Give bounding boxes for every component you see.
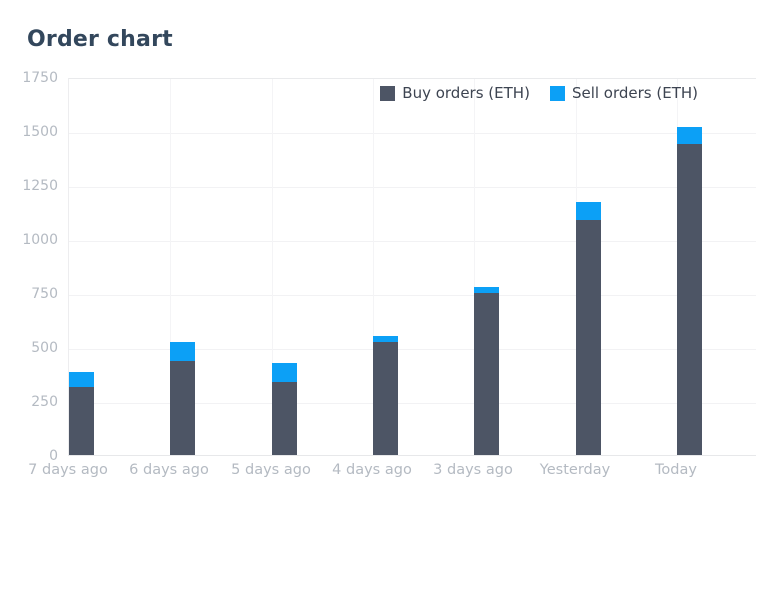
buy-orders-segment [272,382,297,455]
y-tick-label: 1750 [22,70,58,86]
bar-6-days-ago [170,342,195,455]
chart-title: Order chart [27,27,173,52]
h-gridline [69,403,756,404]
legend-swatch-icon [549,85,565,101]
bar-4-days-ago [373,336,398,455]
x-tick-label: 5 days ago [231,462,311,478]
legend: Buy orders (ETH) Sell orders (ETH) [380,84,698,102]
x-tick-label: Yesterday [539,462,611,478]
y-tick-label: 750 [31,286,58,302]
x-tick-label: 7 days ago [28,462,108,478]
h-gridline [69,295,756,296]
sell-orders-segment [677,127,702,144]
h-gridline [69,187,756,188]
y-tick-label: 1250 [22,178,58,194]
buy-orders-segment [576,220,601,455]
bar-3-days-ago [474,287,499,455]
v-gridline [373,79,374,455]
sell-orders-segment [474,287,499,293]
x-tick-label: 3 days ago [433,462,513,478]
sell-orders-segment [272,363,297,382]
plot-area [68,78,756,456]
h-gridline [69,241,756,242]
buy-orders-segment [677,144,702,455]
h-gridline [69,133,756,134]
legend-label: Buy orders (ETH) [402,84,530,102]
sell-orders-segment [170,342,195,361]
v-gridline [170,79,171,455]
buy-orders-segment [373,342,398,455]
v-gridline [272,79,273,455]
bar-5-days-ago [272,363,297,455]
legend-label: Sell orders (ETH) [571,84,698,102]
x-tick-label: 4 days ago [332,462,412,478]
sell-orders-segment [576,202,601,220]
sell-orders-segment [373,336,398,342]
legend-swatch-icon [380,85,396,101]
v-gridline [474,79,475,455]
bar-today [677,127,702,455]
x-tick-label: 6 days ago [129,462,209,478]
legend-item-sell-orders-eth[interactable]: Sell orders (ETH) [549,84,698,102]
legend-item-buy-orders-eth[interactable]: Buy orders (ETH) [380,84,530,102]
buy-orders-segment [170,361,195,455]
h-gridline [69,349,756,350]
y-tick-label: 1000 [22,232,58,248]
bar-yesterday [576,202,601,455]
bar-7-days-ago [69,372,94,455]
sell-orders-segment [69,372,94,387]
y-tick-label: 1500 [22,124,58,140]
y-tick-label: 500 [31,340,58,356]
y-tick-label: 250 [31,394,58,410]
x-tick-label: Today [655,462,697,478]
buy-orders-segment [474,293,499,455]
buy-orders-segment [69,387,94,455]
y-tick-label: 0 [49,448,58,464]
